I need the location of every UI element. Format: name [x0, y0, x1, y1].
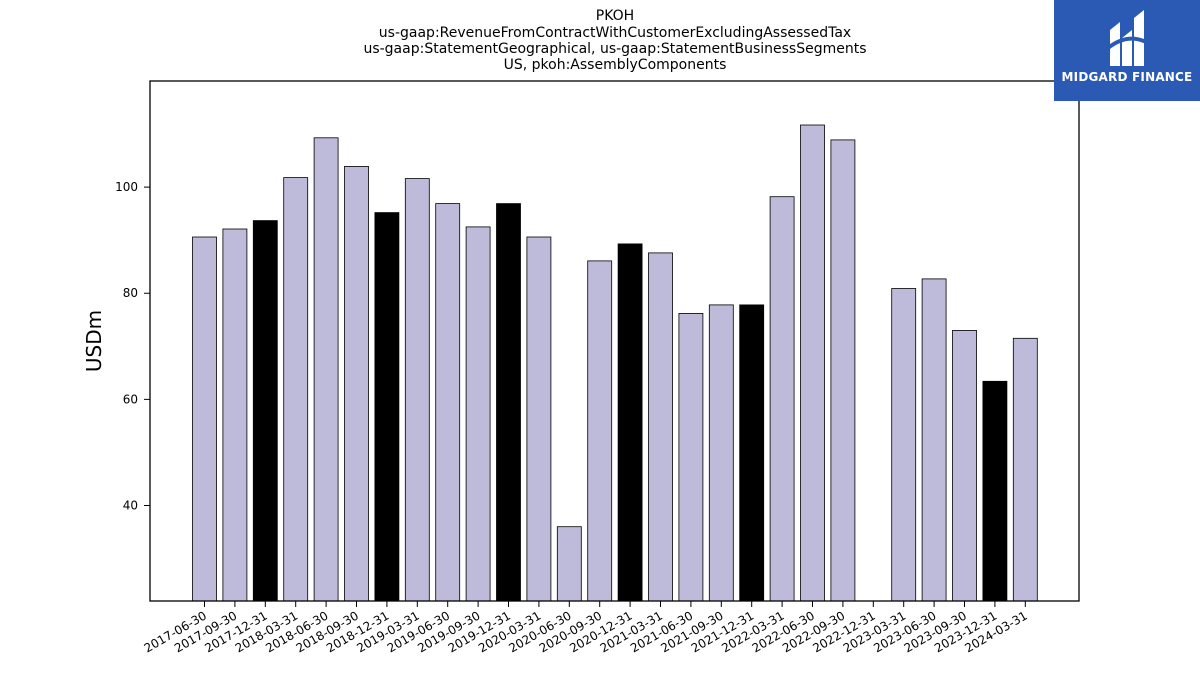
bar-2017-12-31 [252, 220, 278, 602]
bar-2017-09-30 [222, 228, 248, 602]
bar-2019-12-31 [496, 203, 521, 602]
bar-2022-03-31 [769, 196, 795, 602]
midgard-finance-logo: MIDGARD FINANCE [1054, 0, 1200, 101]
plot-area-frame [149, 80, 1080, 602]
y-tick-label: 60 [123, 392, 138, 406]
bar-2018-06-30 [313, 137, 339, 602]
bar-2023-12-31 [982, 380, 1008, 602]
x-axis: 2017-06-302017-09-302017-12-312018-03-31… [142, 601, 1030, 655]
bar-2023-06-30 [921, 278, 947, 602]
chart-title: PKOH us-gaap:RevenueFromContractWithCust… [363, 8, 866, 73]
bar-2018-03-31 [283, 177, 309, 602]
bar-2019-03-31 [404, 178, 430, 602]
y-tick-label: 80 [123, 286, 138, 300]
bar-2022-06-30 [800, 124, 825, 602]
bar-2022-09-30 [830, 139, 856, 602]
bar-2021-12-31 [739, 304, 765, 602]
chart-title-line-4: US, pkoh:AssemblyComponents [504, 57, 727, 73]
bar-2020-09-30 [587, 260, 613, 602]
bar-2023-03-31 [891, 288, 917, 602]
logo-text: MIDGARD FINANCE [1061, 70, 1193, 84]
chart-title-line-1: PKOH [596, 8, 634, 24]
bar-2018-09-30 [344, 165, 369, 602]
bar-2020-12-31 [617, 243, 643, 602]
logo-mark-icon [1106, 10, 1147, 66]
bar-2018-12-31 [374, 212, 400, 602]
bar-2020-06-30 [556, 526, 582, 602]
bar-2021-09-30 [708, 304, 734, 602]
bar-2020-03-31 [526, 236, 552, 602]
y-axis-label: USDm [82, 310, 106, 372]
bar-2021-06-30 [678, 312, 704, 602]
bars-group [192, 124, 1038, 602]
bar-2021-03-31 [648, 252, 673, 602]
y-axis: 40 60 80 100 [115, 180, 150, 512]
y-tick-label: 100 [115, 180, 138, 194]
y-tick-label: 40 [123, 498, 138, 512]
chart-title-line-3: us-gaap:StatementGeographical, us-gaap:S… [363, 41, 866, 57]
chart-title-line-2: us-gaap:RevenueFromContractWithCustomerE… [379, 25, 851, 41]
bar-2024-03-31 [1012, 337, 1038, 602]
bar-2017-06-30 [192, 236, 217, 602]
bar-2023-09-30 [952, 329, 977, 602]
bar-2019-06-30 [435, 203, 461, 602]
bar-2019-09-30 [465, 226, 491, 602]
